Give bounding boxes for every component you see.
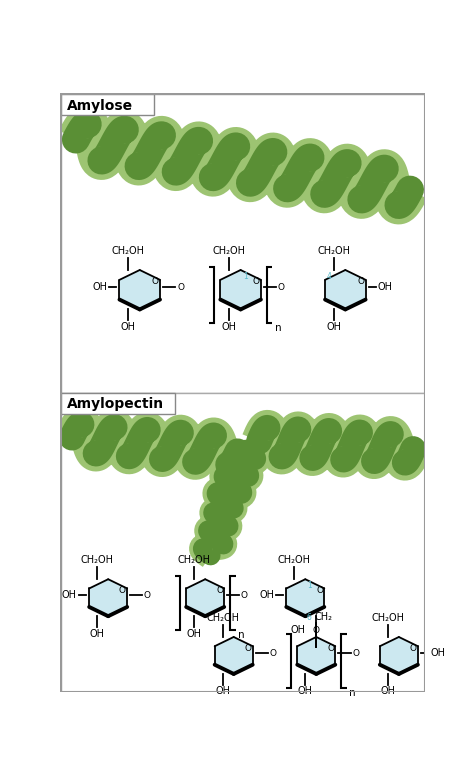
Text: O: O [357, 277, 364, 286]
Polygon shape [215, 637, 253, 674]
FancyBboxPatch shape [61, 393, 175, 414]
Text: O: O [216, 586, 223, 595]
Polygon shape [220, 270, 261, 310]
Text: O: O [245, 643, 252, 653]
Text: O: O [410, 643, 417, 653]
Text: 1: 1 [308, 580, 312, 590]
Text: OH: OH [187, 629, 202, 639]
Polygon shape [325, 270, 365, 310]
Text: OH: OH [326, 322, 341, 331]
FancyBboxPatch shape [61, 94, 154, 115]
Text: CH₂OH: CH₂OH [212, 246, 246, 256]
Text: O: O [241, 591, 248, 600]
Text: O: O [177, 282, 184, 292]
Text: n: n [238, 630, 245, 640]
Text: O: O [119, 586, 126, 595]
Text: O: O [352, 649, 359, 657]
Text: O: O [327, 643, 334, 653]
Polygon shape [297, 637, 335, 674]
Text: OH: OH [221, 322, 237, 331]
Polygon shape [286, 580, 324, 616]
Text: 4: 4 [327, 272, 332, 281]
Text: O: O [316, 586, 323, 595]
Text: O: O [252, 277, 259, 286]
Text: OH: OH [259, 591, 274, 601]
Text: CH₂: CH₂ [315, 612, 333, 622]
Text: OH: OH [291, 625, 305, 635]
Text: CH₂OH: CH₂OH [111, 246, 145, 256]
Text: n: n [349, 688, 356, 698]
Text: CH₂OH: CH₂OH [81, 555, 114, 566]
Text: 1: 1 [243, 272, 248, 281]
Text: CH₂OH: CH₂OH [278, 555, 311, 566]
Text: Amylopectin: Amylopectin [66, 398, 164, 412]
Text: OH: OH [120, 322, 136, 331]
Text: O: O [278, 282, 285, 292]
Polygon shape [89, 580, 127, 616]
Text: OH: OH [378, 282, 393, 293]
Text: CH₂OH: CH₂OH [317, 246, 350, 256]
Text: Amylose: Amylose [66, 99, 133, 113]
Text: CH₂OH: CH₂OH [178, 555, 211, 566]
Polygon shape [186, 580, 224, 616]
Text: O: O [270, 649, 276, 657]
Text: OH: OH [298, 686, 313, 696]
Text: n: n [275, 324, 282, 333]
Text: CH₂OH: CH₂OH [206, 613, 239, 623]
Text: CH₂OH: CH₂OH [371, 613, 404, 623]
FancyBboxPatch shape [61, 393, 425, 692]
Text: OH: OH [215, 686, 230, 696]
Text: OH: OH [90, 629, 105, 639]
Text: O: O [152, 277, 158, 286]
Text: OH: OH [92, 282, 107, 293]
Text: O: O [144, 591, 151, 600]
Text: OH: OH [380, 686, 395, 696]
Text: O: O [313, 626, 320, 635]
Text: OH: OH [62, 591, 77, 601]
FancyBboxPatch shape [61, 94, 425, 393]
Text: OH: OH [430, 648, 445, 658]
Polygon shape [380, 637, 418, 674]
Text: 6: 6 [307, 612, 311, 622]
Polygon shape [119, 270, 160, 310]
